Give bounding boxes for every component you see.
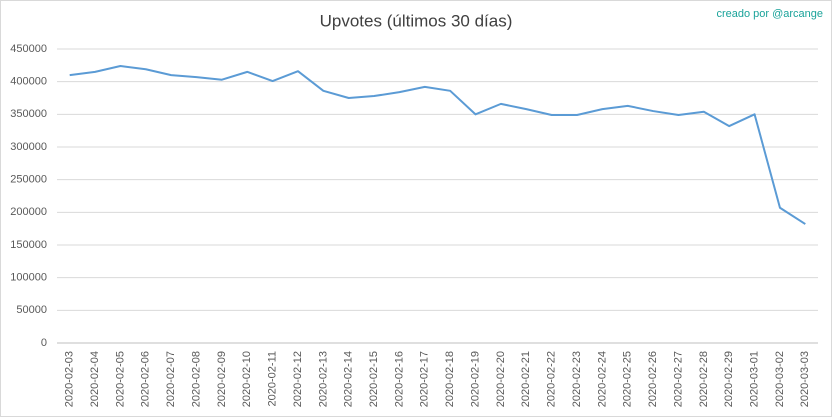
x-tick-label: 2020-02-11	[267, 351, 279, 406]
x-tick-label: 2020-03-03	[799, 351, 811, 407]
x-tick-label: 2020-02-16	[393, 351, 405, 407]
x-tick-label: 2020-02-20	[495, 351, 507, 407]
x-tick-label: 2020-02-15	[368, 351, 380, 407]
x-tick-label: 2020-02-03	[64, 351, 76, 407]
x-tick-label: 2020-03-01	[748, 351, 760, 407]
x-tick-label: 2020-02-25	[622, 351, 634, 407]
y-tick-label: 200000	[10, 206, 47, 218]
x-tick-label: 2020-02-14	[343, 351, 355, 407]
y-tick-label: 50000	[16, 304, 47, 316]
y-tick-label: 250000	[10, 174, 47, 186]
x-tick-label: 2020-02-07	[165, 351, 177, 407]
x-tick-label: 2020-03-02	[774, 351, 786, 407]
x-tick-label: 2020-02-29	[723, 351, 735, 407]
x-tick-label: 2020-02-17	[419, 351, 431, 407]
credit: creado por @arcange	[716, 8, 823, 20]
x-tick-label: 2020-02-05	[114, 351, 126, 407]
x-tick-label: 2020-02-18	[444, 351, 456, 407]
y-tick-label: 100000	[10, 272, 47, 284]
x-tick-label: 2020-02-21	[520, 351, 532, 407]
x-tick-label: 2020-02-23	[571, 351, 583, 407]
x-tick-label: 2020-02-06	[140, 351, 152, 407]
x-tick-label: 2020-02-09	[216, 351, 228, 407]
line	[69, 64, 806, 225]
x-tick-label: 2020-02-12	[292, 351, 304, 407]
y-tick-label: 400000	[10, 76, 47, 88]
y-tick-label: 0	[41, 337, 47, 349]
x-tick-label: 2020-02-22	[546, 351, 558, 407]
x-tick-label: 2020-02-26	[647, 351, 659, 407]
x-tick-label: 2020-02-10	[241, 351, 253, 407]
x-tick-label: 2020-02-27	[672, 351, 684, 407]
x-tick-label: 2020-02-28	[698, 351, 710, 407]
x-tick-label: 2020-02-19	[469, 351, 481, 407]
chart-title: Upvotes (últimos 30 días)	[320, 11, 513, 30]
x-tick-label: 2020-02-04	[89, 351, 101, 407]
y-tick-label: 150000	[10, 239, 47, 251]
x-tick-label: 2020-02-24	[596, 351, 608, 407]
y-tick-label: 450000	[10, 43, 47, 55]
x-tick-label: 2020-02-13	[317, 351, 329, 407]
x-tick-label: 2020-02-08	[190, 351, 202, 407]
y-tick-label: 350000	[10, 108, 47, 120]
y-tick-label: 300000	[10, 141, 47, 153]
